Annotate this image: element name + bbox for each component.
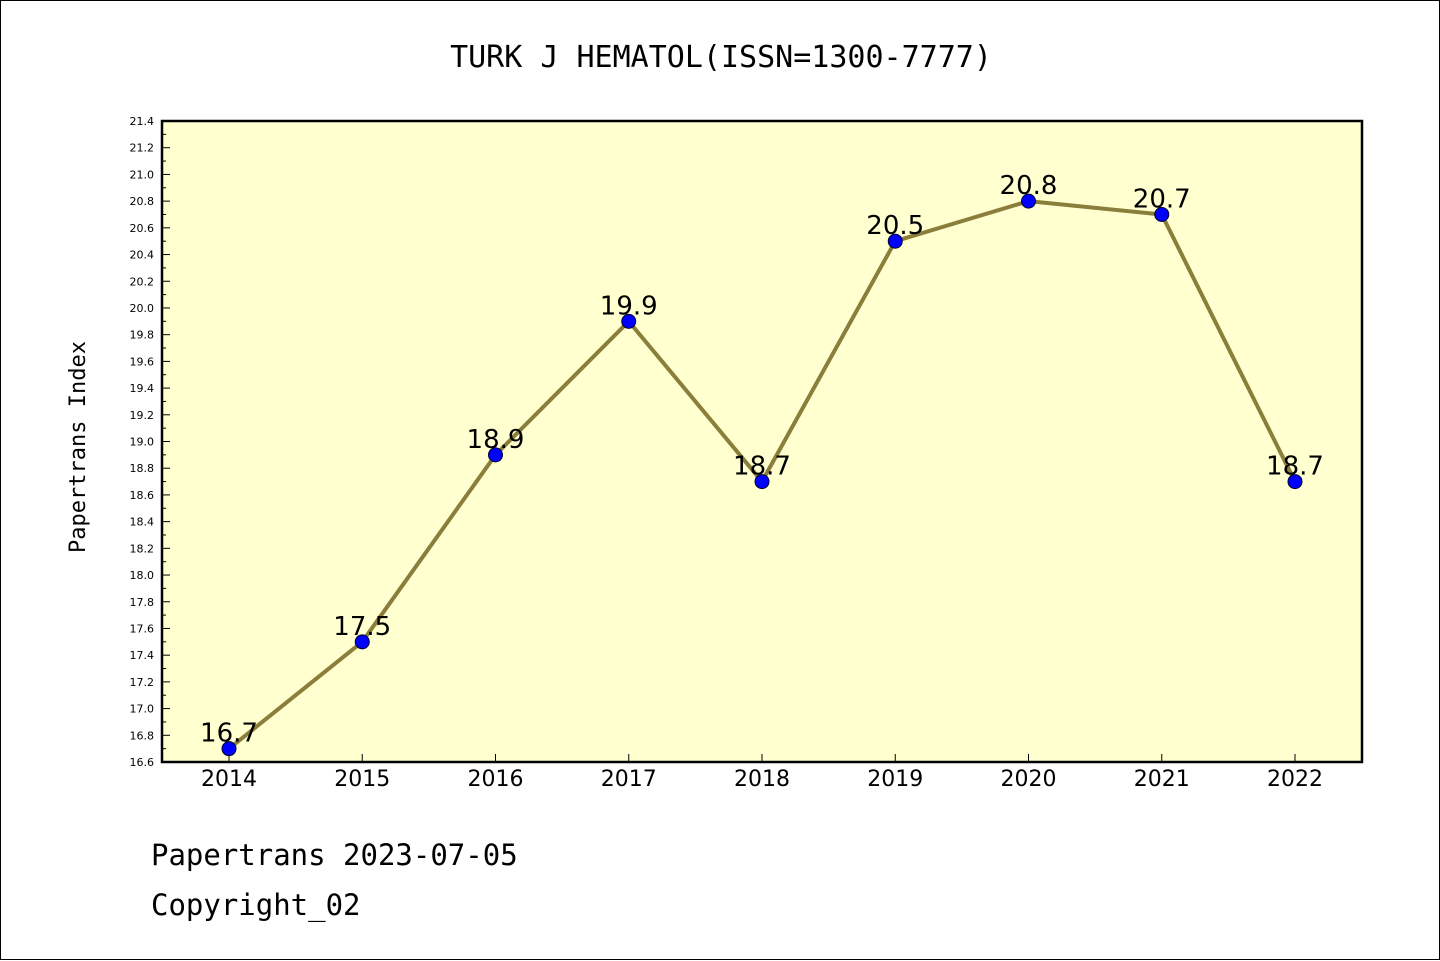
- y-tick-label: 21.2: [130, 142, 155, 155]
- y-axis: 16.6 16.8 17.0 17.2 17.4 17.6 17.8 18.0 18.2 18.4…: [130, 115, 170, 769]
- y-tick-label: 20.6: [130, 222, 155, 235]
- y-tick-label: 21.0: [130, 168, 155, 181]
- y-tick-label: 20.4: [130, 249, 155, 262]
- data-point: [221, 741, 237, 757]
- data-point: [754, 474, 770, 490]
- y-tick-label: 19.2: [130, 409, 155, 422]
- plot-area: [162, 121, 1362, 762]
- y-tick-label: 19.8: [130, 329, 155, 342]
- y-tick-label: 19.4: [130, 382, 155, 395]
- data-point: [621, 313, 637, 329]
- x-tick-label: 2018: [734, 767, 790, 792]
- y-tick-label: 18.2: [130, 542, 155, 555]
- y-tick-label: 21.4: [130, 115, 155, 128]
- data-point: [1287, 474, 1303, 490]
- y-tick-label: 19.0: [130, 436, 155, 449]
- y-tick-label: 17.4: [130, 649, 155, 662]
- x-axis: 2014 2015 2016 2017 2018 2019 2020 2021 2022: [201, 754, 1323, 792]
- chart-title: TURK J HEMATOL(ISSN=1300-7777): [450, 40, 992, 75]
- data-point: [887, 233, 903, 249]
- y-tick-label: 20.2: [130, 275, 155, 288]
- data-point: [1154, 206, 1170, 222]
- x-tick-label: 2015: [334, 767, 390, 792]
- data-point: [488, 447, 503, 463]
- x-tick-label: 2022: [1267, 767, 1323, 792]
- y-tick-label: 19.6: [130, 355, 155, 368]
- plot-border: [160, 119, 1364, 764]
- y-tick-label: 17.6: [130, 622, 155, 635]
- x-tick-label: 2021: [1134, 767, 1190, 792]
- x-tick-label: 2017: [601, 767, 657, 792]
- data-point: [354, 634, 370, 650]
- x-tick-label: 2020: [1001, 767, 1057, 792]
- y-tick-label: 18.6: [130, 489, 155, 502]
- y-tick-label: 18.8: [130, 462, 155, 475]
- y-tick-label: 18.0: [130, 569, 155, 582]
- y-tick-label: 17.0: [130, 703, 155, 716]
- x-tick-label: 2019: [867, 767, 923, 792]
- y-tick-label: 16.8: [130, 729, 155, 742]
- series-layer: 16.717.518.919.918.720.520.8 20.718.7: [200, 171, 1324, 757]
- y-tick-label: 20.8: [130, 195, 155, 208]
- y-tick-label: 17.8: [130, 596, 155, 609]
- x-tick-label: 2014: [201, 767, 257, 792]
- data-point: [1021, 193, 1036, 209]
- y-tick-label: 17.2: [130, 676, 155, 689]
- footer-copyright: Copyright_02: [151, 888, 361, 923]
- y-tick-label: 20.0: [130, 302, 155, 315]
- footer-date: Papertrans 2023-07-05: [151, 838, 518, 872]
- y-tick-label: 16.6: [130, 756, 155, 769]
- y-axis-label: Papertrans Index: [66, 341, 91, 553]
- x-tick-label: 2016: [468, 767, 524, 792]
- y-tick-label: 18.4: [130, 516, 155, 529]
